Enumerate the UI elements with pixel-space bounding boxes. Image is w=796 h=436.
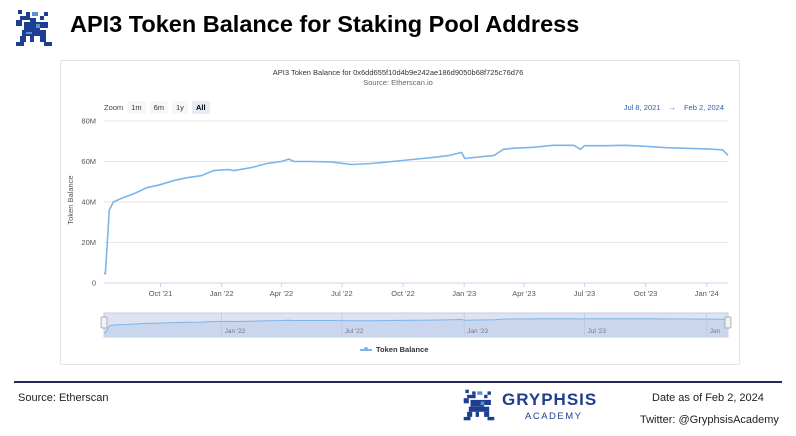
date-range-to[interactable]: Feb 2, 2024	[683, 103, 724, 112]
page-title: API3 Token Balance for Staking Pool Addr…	[70, 11, 580, 37]
zoom-6m-button[interactable]: 6m	[149, 101, 169, 114]
date-range-arrow: →	[668, 103, 676, 112]
date-range: Jul 8, 2021 → Feb 2, 2024	[624, 103, 724, 112]
zoom-label: Zoom	[104, 103, 124, 112]
zoom-controls: Zoom 1m 6m 1y All	[104, 101, 210, 114]
brand-name: GRYPHSIS	[502, 390, 598, 409]
chart-subtitle: Source: Etherscan.io	[363, 78, 433, 87]
chart-legend[interactable]: Token Balance	[360, 345, 428, 354]
legend-swatch	[360, 347, 372, 351]
gryphon-logo-icon	[16, 10, 52, 46]
footer-divider	[14, 381, 782, 383]
zoom-1m-button[interactable]: 1m	[127, 101, 146, 114]
footer-date: Date as of Feb 2, 2024	[652, 392, 764, 404]
zoom-all-button[interactable]: All	[191, 101, 210, 114]
date-range-from[interactable]: Jul 8, 2021	[623, 103, 661, 112]
legend-label: Token Balance	[376, 345, 429, 354]
chart-title: API3 Token Balance for 0x6dd655f10d4b9e2…	[272, 68, 524, 77]
zoom-1y-button[interactable]: 1y	[172, 101, 188, 114]
chart-frame	[60, 60, 740, 365]
footer-source: Source: Etherscan	[18, 392, 109, 404]
gryphon-logo-icon	[463, 389, 495, 421]
footer-twitter: Twitter: @GryphsisAcademy	[640, 414, 779, 426]
brand-subtitle: ACADEMY	[525, 411, 583, 422]
